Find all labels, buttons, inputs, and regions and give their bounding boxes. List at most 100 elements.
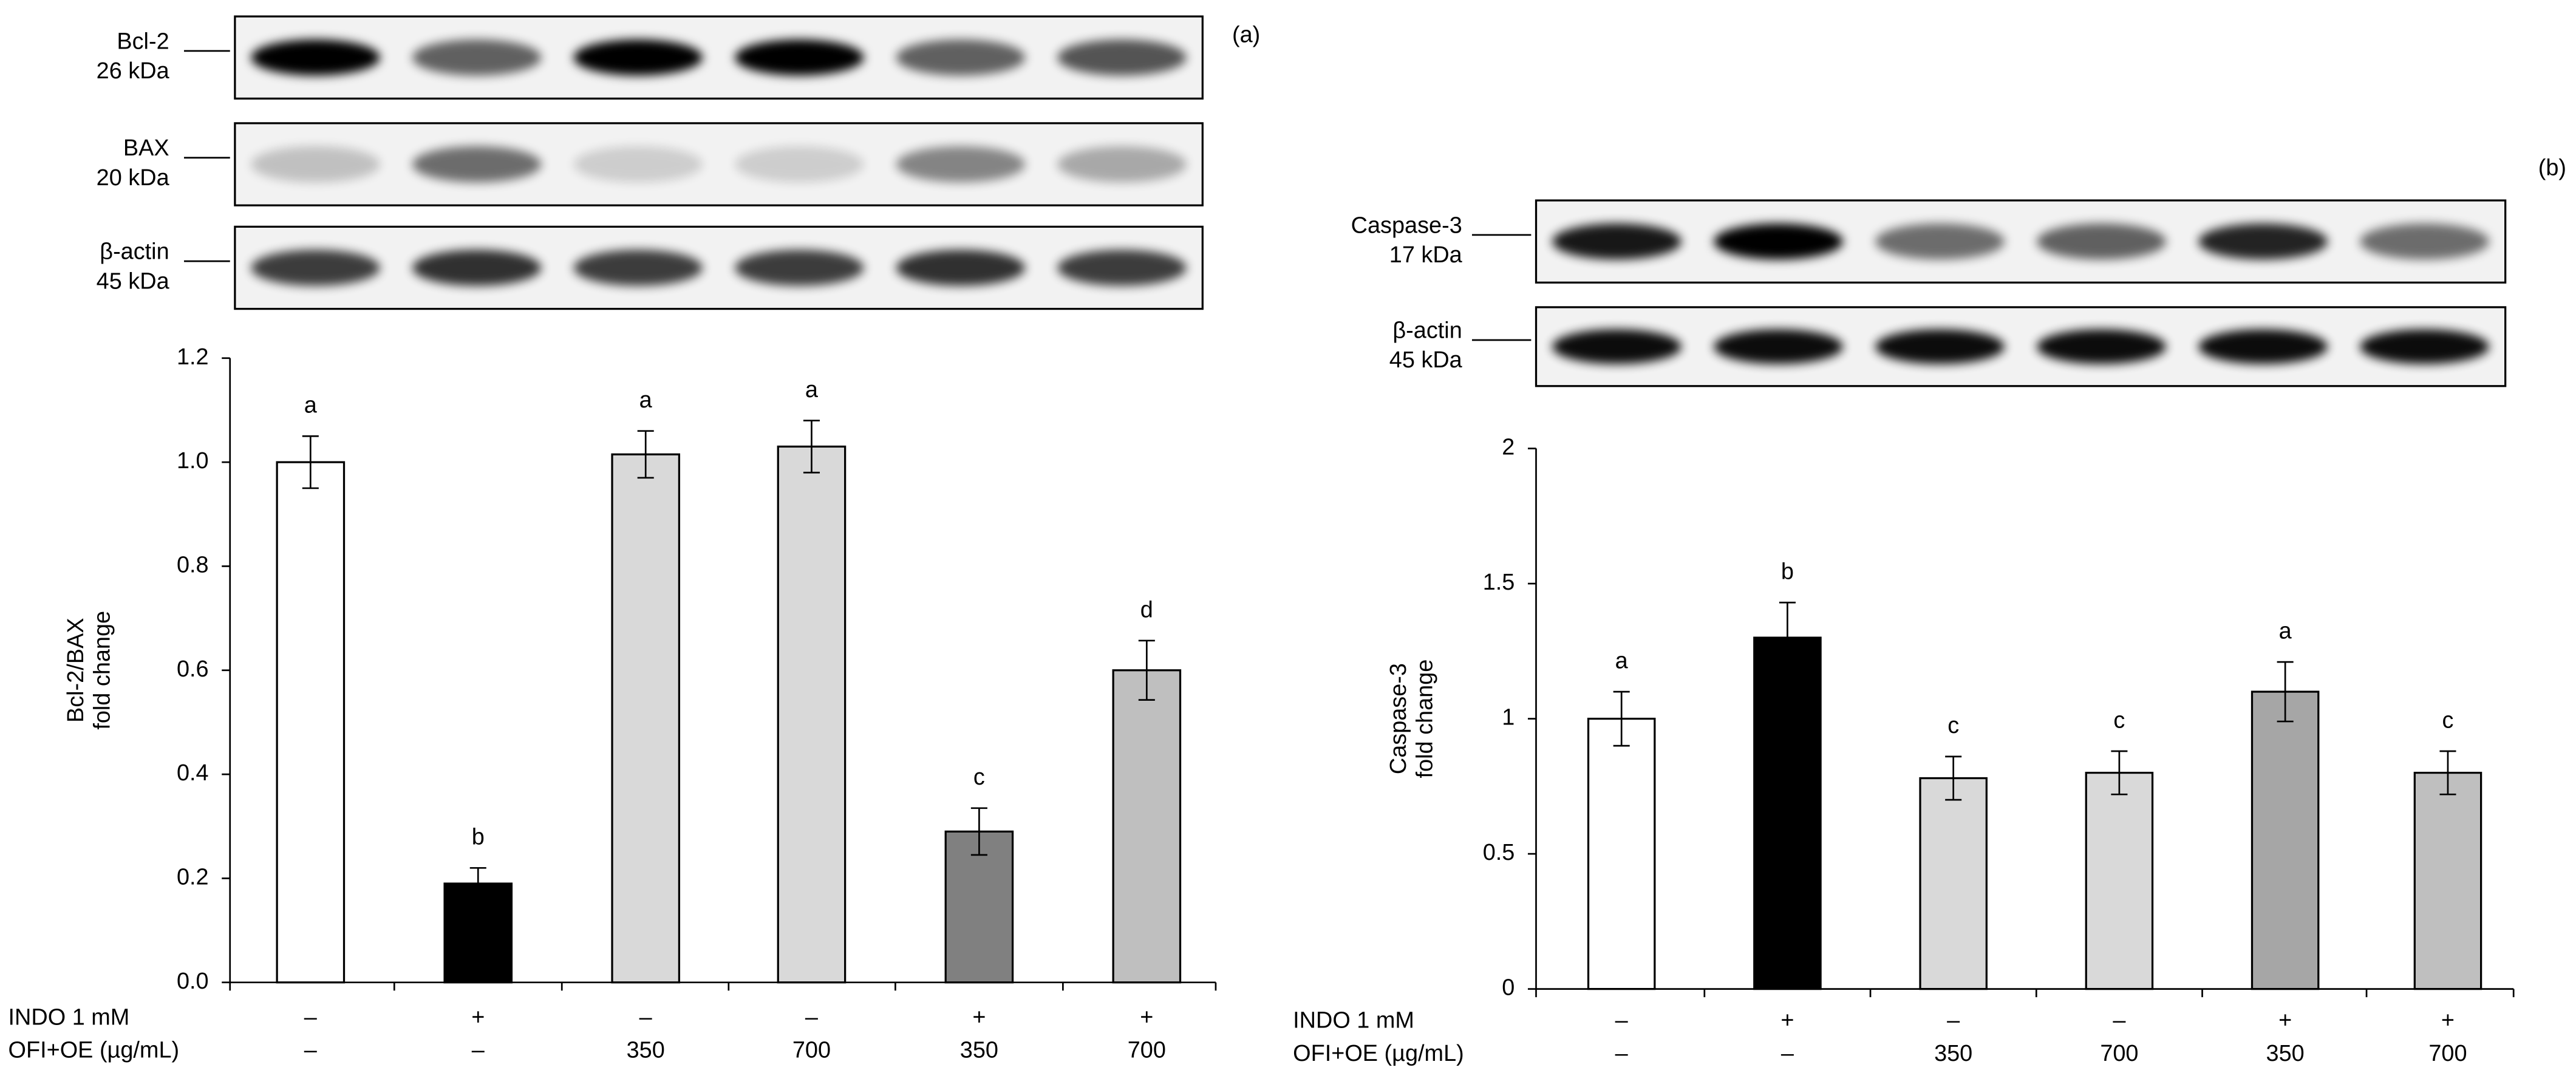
blot-band xyxy=(2037,223,2167,260)
blot-band xyxy=(1714,223,1843,260)
bar xyxy=(2413,771,2482,990)
blot-band xyxy=(1057,146,1187,183)
blot-band xyxy=(251,39,380,76)
blot-band xyxy=(412,146,542,183)
blot-band xyxy=(412,250,542,286)
y-tick-label: 0.2 xyxy=(177,864,209,890)
blot-band xyxy=(735,146,864,183)
blot-size: 20 kDa xyxy=(97,165,170,191)
y-tick-label: 1.2 xyxy=(177,344,209,370)
blot-size: 17 kDa xyxy=(1389,242,1463,268)
blot-name: β-actin xyxy=(1392,318,1462,343)
y-tick-label: 0.8 xyxy=(177,552,209,577)
y-tick-label: 2 xyxy=(1502,435,1515,460)
x-row-label: – xyxy=(1781,1041,1794,1066)
x-row-label: 350 xyxy=(2266,1041,2305,1066)
x-row-label: – xyxy=(1947,1008,1960,1034)
blot-band xyxy=(2198,329,2328,364)
bar xyxy=(1587,717,1656,990)
x-row-label: + xyxy=(471,1004,485,1030)
blot-band xyxy=(896,146,1026,183)
blot-band xyxy=(1875,329,2005,364)
error-bar xyxy=(1945,755,1962,801)
error-bar xyxy=(2277,661,2294,723)
x-row-label: + xyxy=(2441,1008,2455,1034)
x-row-label: 700 xyxy=(2100,1041,2138,1066)
significance-letter: c xyxy=(2113,707,2125,733)
bar xyxy=(276,461,346,984)
blot-band xyxy=(251,146,380,183)
error-bar xyxy=(469,867,486,901)
x-row-label: 350 xyxy=(627,1037,665,1063)
y-label-line: fold change xyxy=(89,611,115,730)
bar xyxy=(611,453,681,984)
y-tick-label: 1 xyxy=(1502,705,1515,731)
blot-band xyxy=(2360,329,2490,364)
row-name: INDO 1 mM xyxy=(1293,1008,1414,1034)
x-row-label: + xyxy=(2278,1008,2292,1034)
blot-band xyxy=(1875,223,2005,260)
y-axis-label: Caspase-3fold change xyxy=(1386,659,1437,778)
blot-band xyxy=(896,250,1026,286)
blot-band xyxy=(1552,329,1682,364)
significance-letter: a xyxy=(639,387,653,413)
significance-letter: c xyxy=(2442,707,2454,733)
x-row-label: + xyxy=(1140,1004,1153,1030)
blot-band xyxy=(1714,329,1843,364)
significance-letter: d xyxy=(1140,597,1153,622)
row-name: OFI+OE (µg/mL) xyxy=(1293,1041,1464,1066)
bar xyxy=(2251,690,2320,990)
significance-letter: c xyxy=(1947,713,1959,738)
blot-band xyxy=(1057,39,1187,76)
blot-band xyxy=(2037,329,2167,364)
blot-band xyxy=(573,250,703,286)
y-tick-label: 0.5 xyxy=(1483,840,1515,865)
row-name: OFI+OE (µg/mL) xyxy=(9,1037,180,1063)
x-row-label: 350 xyxy=(1934,1041,1972,1066)
y-label-line: Bcl-2/BAX xyxy=(63,618,89,723)
y-axis-label: Bcl-2/BAXfold change xyxy=(63,611,115,730)
panel-label: (a) xyxy=(1232,22,1260,48)
bar xyxy=(2085,771,2154,990)
x-row-label: – xyxy=(304,1004,318,1030)
y-tick-label: 0 xyxy=(1502,975,1515,1001)
blot-frame xyxy=(234,225,1204,310)
x-row-label: – xyxy=(304,1037,318,1063)
x-row-label: 700 xyxy=(1128,1037,1166,1063)
blot-band xyxy=(1552,223,1682,260)
x-row-label: + xyxy=(1780,1008,1794,1034)
significance-letter: a xyxy=(2279,618,2292,644)
x-row-label: 350 xyxy=(960,1037,998,1063)
blot-size: 45 kDa xyxy=(97,268,170,294)
error-bar xyxy=(1779,601,1796,674)
blot-band xyxy=(251,250,380,286)
blot-frame xyxy=(234,122,1204,206)
significance-letter: b xyxy=(1781,559,1794,585)
blot-band xyxy=(2360,223,2490,260)
blot-size: 45 kDa xyxy=(1389,347,1463,373)
blot-band xyxy=(2198,223,2328,260)
error-bar xyxy=(637,430,654,479)
x-row-label: – xyxy=(1615,1041,1629,1066)
x-row-label: – xyxy=(639,1004,653,1030)
x-row-label: – xyxy=(2113,1008,2126,1034)
x-row-label: – xyxy=(472,1037,485,1063)
error-bar xyxy=(803,420,820,474)
blot-frame xyxy=(1535,199,2507,284)
y-tick-label: 0.6 xyxy=(177,656,209,682)
blot-band xyxy=(735,250,864,286)
error-bar xyxy=(1138,639,1155,701)
x-row-label: 700 xyxy=(792,1037,831,1063)
blot-band xyxy=(735,39,864,76)
y-tick-label: 0.4 xyxy=(177,760,209,786)
error-bar xyxy=(2111,750,2128,795)
x-row-label: 700 xyxy=(2428,1041,2467,1066)
blot-name: β-actin xyxy=(100,239,169,265)
blot-size: 26 kDa xyxy=(97,58,170,84)
blot-band xyxy=(896,39,1026,76)
blot-band xyxy=(573,39,703,76)
bar xyxy=(1112,669,1182,984)
blot-frame xyxy=(234,15,1204,100)
significance-letter: c xyxy=(973,765,985,790)
